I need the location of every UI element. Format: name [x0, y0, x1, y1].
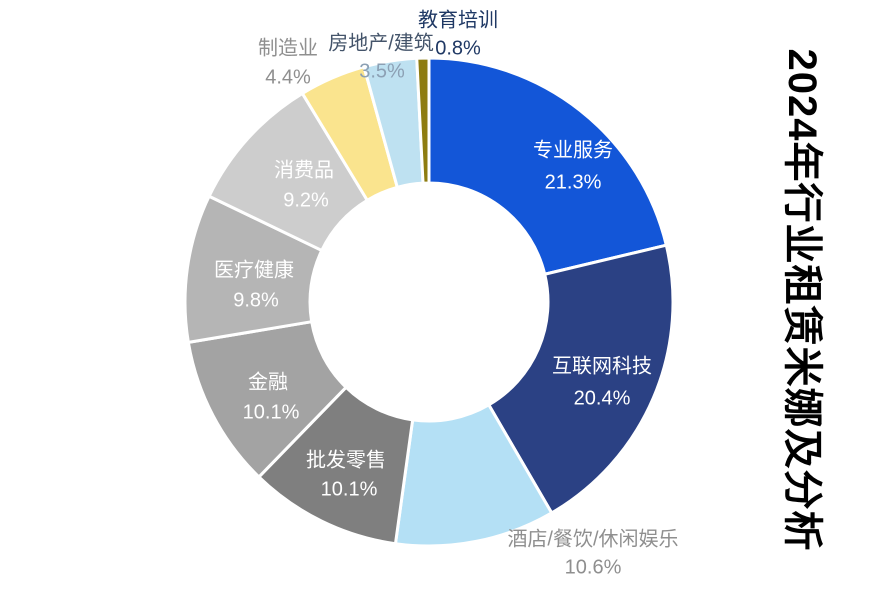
slice-label-name-0: 专业服务 — [533, 138, 613, 161]
slice-label-name-6: 消费品 — [274, 158, 334, 181]
slice-label-name-5: 医疗健康 — [214, 258, 294, 281]
pie-slice-1 — [487, 243, 675, 515]
slice-label-percent-3: 10.1% — [321, 478, 378, 500]
slice-label-percent-0: 21.3% — [545, 171, 602, 193]
slice-label-name-3: 批发零售 — [306, 448, 386, 471]
slice-label-name-2: 酒店/餐饮/休闲娱乐 — [507, 527, 678, 550]
slice-label-percent-9: 0.8% — [435, 37, 481, 59]
slice-label-name-4: 金融 — [248, 370, 288, 393]
slice-label-percent-6: 9.2% — [283, 189, 329, 211]
slice-label-percent-2: 10.6% — [565, 556, 622, 578]
slice-label-percent-4: 10.1% — [243, 401, 300, 423]
slice-label-percent-8: 3.5% — [359, 60, 405, 82]
slice-label-name-7: 制造业 — [258, 36, 318, 59]
slice-label-name-9: 教育培训 — [418, 8, 498, 31]
pie-slice-0 — [427, 56, 668, 276]
slice-label-percent-1: 20.4% — [574, 387, 631, 409]
slice-label-name-1: 互联网科技 — [552, 354, 652, 377]
slice-label-percent-7: 4.4% — [265, 66, 311, 88]
chart-title: 2024年行业租赁米娜及分析 — [780, 48, 824, 552]
pie-slice-9 — [415, 56, 431, 185]
slice-label-percent-5: 9.8% — [233, 289, 279, 311]
slice-label-name-8: 房地产/建筑 — [328, 31, 434, 54]
